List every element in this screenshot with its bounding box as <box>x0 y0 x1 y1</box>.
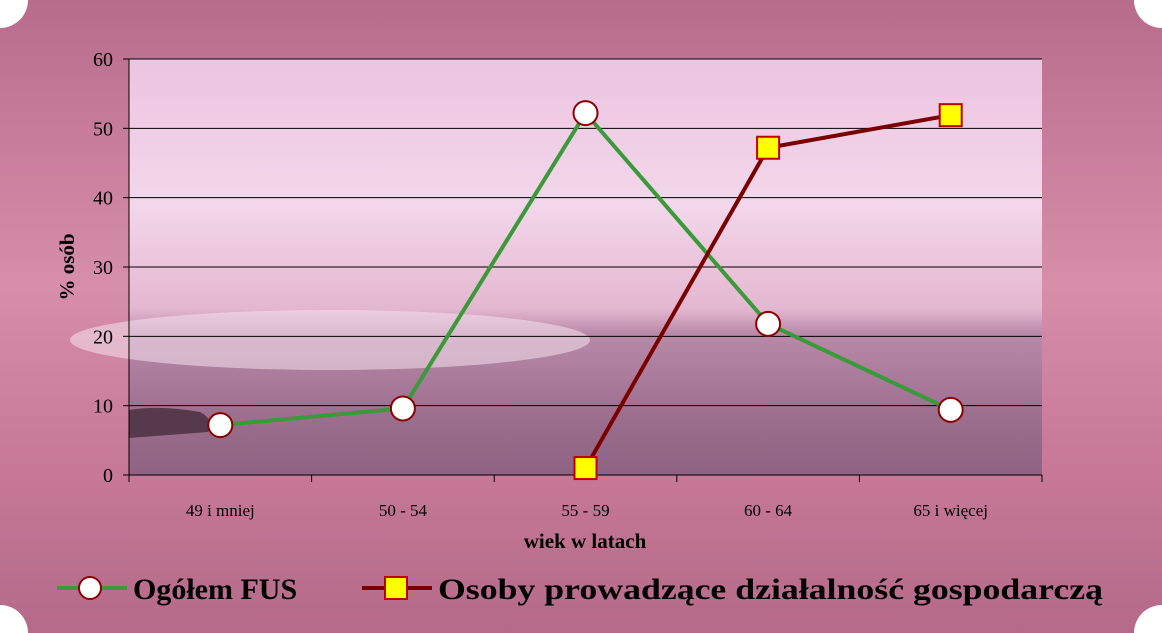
data-point-circle <box>389 395 416 422</box>
x-tick-label: 49 i mniej <box>186 501 255 520</box>
data-point-circle <box>755 310 782 337</box>
data-point-circle <box>572 100 599 127</box>
x-tick-label: 60 - 64 <box>744 501 793 520</box>
data-point-square <box>938 103 963 128</box>
legend-label-ogolem: Ogółem FUS <box>133 573 297 606</box>
y-tick-label: 50 <box>93 118 113 140</box>
y-tick-label: 30 <box>93 257 113 279</box>
x-ticks: 49 i mniej 50 - 54 55 - 59 60 - 64 65 i więc… <box>128 475 1043 520</box>
legend-label-osoby: Osoby prowadzące działalność gospodarczą <box>438 573 1103 606</box>
y-ticks: 0 10 20 30 40 50 60 <box>93 49 129 487</box>
rock-shape <box>129 407 211 438</box>
gridlines <box>129 58 1042 407</box>
series <box>207 100 964 481</box>
data-point-circle <box>207 412 234 439</box>
y-tick-label: 10 <box>93 396 113 418</box>
x-tick-label: 50 - 54 <box>379 501 428 520</box>
y-axis-title: % osób <box>55 233 79 300</box>
legend-marker-square <box>384 576 408 600</box>
data-point-square <box>756 135 781 160</box>
y-tick-label: 60 <box>93 49 113 71</box>
y-tick-label: 40 <box>93 188 113 210</box>
y-tick-label: 0 <box>103 465 113 487</box>
data-point-square <box>573 456 598 481</box>
legend-marker-circle <box>78 576 102 600</box>
data-point-circle <box>937 396 964 423</box>
y-tick-label: 20 <box>93 326 113 348</box>
x-tick-label: 65 i więcej <box>913 501 988 520</box>
sun-glow <box>70 310 590 370</box>
x-tick-label: 55 - 59 <box>561 501 609 520</box>
x-axis-title: wiek w latach <box>524 529 647 553</box>
legend: Ogółem FUS Osoby prowadzące działalność … <box>57 573 1103 606</box>
